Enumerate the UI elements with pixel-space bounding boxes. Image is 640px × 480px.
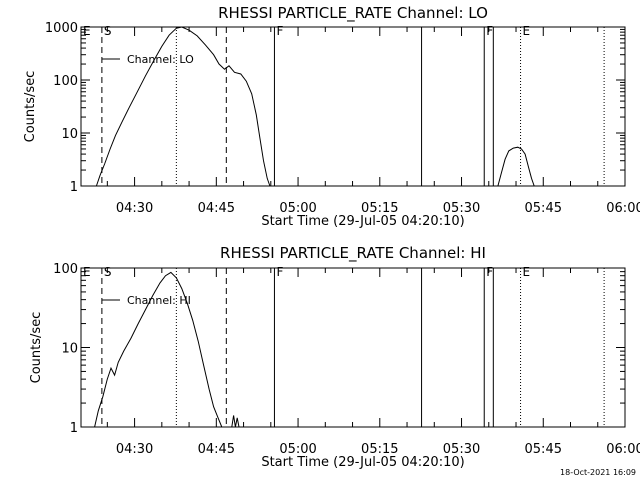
x-tick-label: 05:45 xyxy=(525,201,562,216)
series-line xyxy=(231,415,240,428)
x-tick-label: 05:15 xyxy=(361,442,398,457)
flag-label: E xyxy=(83,24,91,38)
chart-title: RHESSI PARTICLE_RATE Channel: LO xyxy=(218,4,488,23)
flag-label: F xyxy=(486,24,493,38)
x-tick-label: 06:00 xyxy=(606,442,640,457)
x-tick-label: 05:00 xyxy=(279,442,316,457)
x-tick-label: 05:30 xyxy=(443,442,480,457)
y-tick-label: 100 xyxy=(53,262,78,277)
y-tick-label: 10 xyxy=(61,127,78,142)
legend-label: Channel: LO xyxy=(127,53,194,66)
flag-label: E xyxy=(83,265,91,279)
flag-label: S xyxy=(104,24,112,38)
x-tick-label: 04:45 xyxy=(198,442,235,457)
x-tick-label: 05:15 xyxy=(361,201,398,216)
y-axis-label: Counts/sec xyxy=(23,71,38,143)
x-tick-label: 04:30 xyxy=(116,201,153,216)
flag-label: F xyxy=(486,265,493,279)
chart-panel-2: RHESSI PARTICLE_RATE Channel: HI 1 10 100 04… xyxy=(29,244,640,470)
x-tick-label: 05:00 xyxy=(279,201,316,216)
y-tick-label: 1000 xyxy=(45,21,78,36)
chart-panel-1: RHESSI PARTICLE_RATE Channel: LO 1 10 100 10… xyxy=(23,4,640,229)
series-line xyxy=(497,146,535,187)
x-tick-label: 05:30 xyxy=(443,201,480,216)
flag-label: E xyxy=(523,265,531,279)
flag-label: E xyxy=(523,24,531,38)
chart-title: RHESSI PARTICLE_RATE Channel: HI xyxy=(220,244,486,263)
x-tick-label: 04:45 xyxy=(198,201,235,216)
y-tick-label: 100 xyxy=(53,74,78,89)
x-tick-label: 05:45 xyxy=(525,442,562,457)
series-line xyxy=(94,271,223,428)
x-axis-label: Start Time (29-Jul-05 04:20:10) xyxy=(261,214,464,229)
legend-label: Channel: HI xyxy=(127,294,191,307)
flag-label: F xyxy=(276,24,283,38)
y-tick-label: 1 xyxy=(70,180,78,195)
x-tick-label: 04:30 xyxy=(116,442,153,457)
x-tick-label: 06:00 xyxy=(606,201,640,216)
flag-label: F xyxy=(276,265,283,279)
series-line xyxy=(95,26,271,187)
y-tick-label: 1 xyxy=(70,421,78,436)
x-axis-label: Start Time (29-Jul-05 04:20:10) xyxy=(261,455,464,470)
y-tick-label: 10 xyxy=(61,342,78,357)
y-axis-label: Counts/sec xyxy=(29,312,44,384)
flag-label: S xyxy=(104,265,112,279)
timestamp: 18-Oct-2021 16:09 xyxy=(560,468,636,477)
